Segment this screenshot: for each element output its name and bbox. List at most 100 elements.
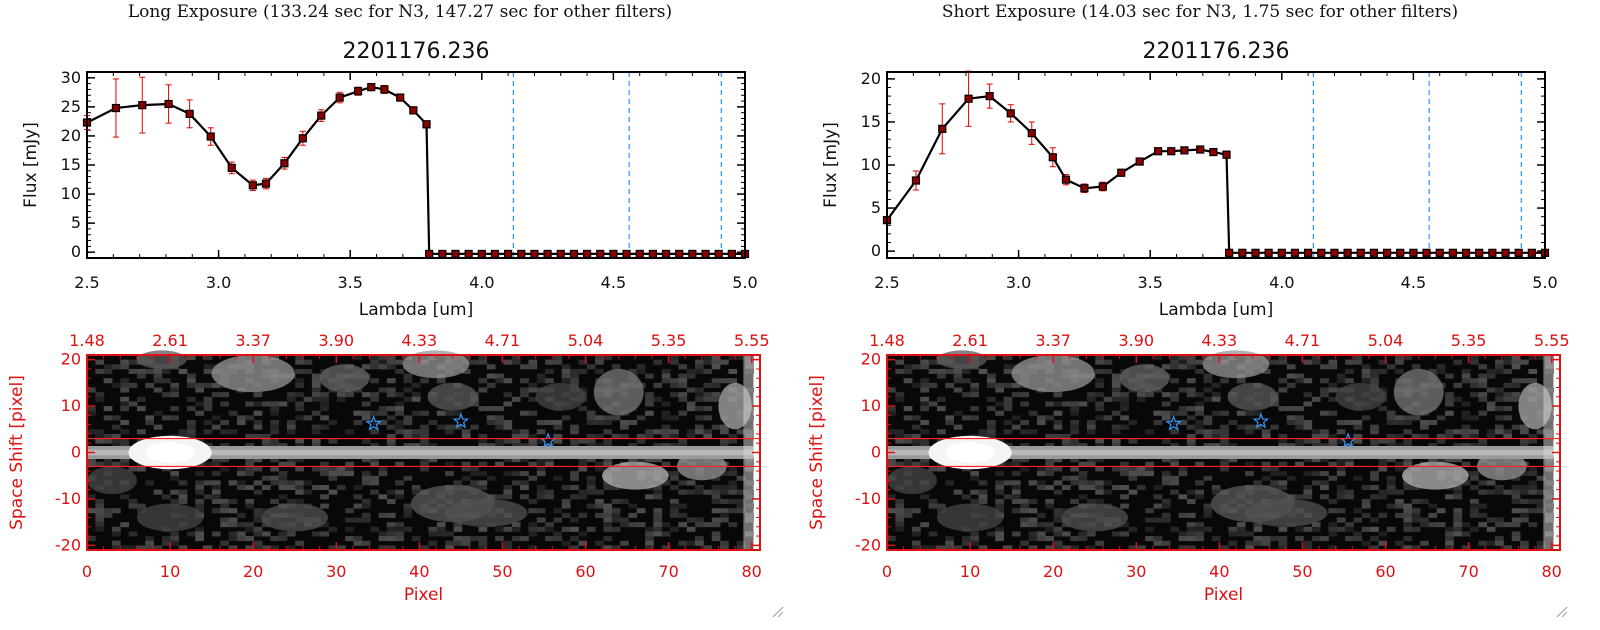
noise-pixel [1111, 378, 1121, 384]
noise-pixel [1528, 355, 1538, 361]
noise-pixel [111, 545, 121, 551]
noise-pixel [1070, 355, 1079, 361]
top-tick-label: 5.04 [1368, 331, 1404, 350]
noise-pixel [361, 471, 371, 477]
noise-pixel [503, 540, 513, 546]
noise-pixel [470, 471, 479, 477]
noise-pixel [1111, 396, 1121, 402]
noise-pixel [1036, 415, 1046, 421]
noise-pixel [103, 438, 113, 444]
noise-pixel [670, 526, 679, 532]
y-tick-label: 20 [61, 350, 81, 369]
noise-pixel [553, 536, 563, 542]
noise-pixel [1053, 480, 1063, 486]
y-tick-label: 10 [61, 184, 81, 203]
noise-pixel [503, 401, 513, 407]
noise-pixel [703, 396, 713, 402]
noise-pixel [236, 466, 246, 472]
noise-pixel [1270, 359, 1279, 365]
noise-pixel [670, 415, 679, 421]
noise-pixel [695, 396, 704, 402]
x-tick-label: 2.5 [74, 273, 99, 292]
noise-pixel [1328, 498, 1338, 504]
noise-pixel [270, 429, 279, 435]
noise-pixel [1245, 410, 1254, 416]
image-blob [427, 382, 478, 411]
noise-pixel [1261, 540, 1271, 546]
noise-pixel [370, 378, 379, 384]
noise-pixel [1153, 540, 1163, 546]
noise-pixel [1128, 489, 1138, 495]
noise-pixel [528, 382, 538, 388]
noise-pixel [695, 364, 704, 370]
flux-point [1048, 153, 1057, 162]
noise-pixel [936, 406, 946, 412]
noise-pixel [595, 355, 604, 361]
noise-pixel [203, 461, 213, 467]
noise-pixel [103, 378, 113, 384]
noise-pixel [1095, 368, 1104, 374]
noise-pixel [153, 424, 163, 430]
noise-pixel [211, 382, 221, 388]
noise-pixel [736, 503, 746, 509]
noise-pixel [553, 438, 563, 444]
left-resize-grip-icon[interactable] [772, 606, 784, 618]
noise-pixel [1011, 461, 1021, 467]
noise-pixel [536, 508, 546, 514]
noise-pixel [570, 545, 579, 551]
right-resize-grip-icon[interactable] [1556, 606, 1568, 618]
flux-point [1225, 248, 1234, 257]
noise-pixel [695, 540, 704, 546]
noise-pixel [1453, 508, 1463, 514]
noise-pixel [253, 392, 263, 398]
noise-pixel [1328, 475, 1338, 481]
noise-pixel [903, 457, 913, 463]
noise-pixel [1328, 545, 1338, 551]
noise-pixel [370, 489, 379, 495]
noise-pixel [887, 494, 896, 500]
noise-pixel [1203, 508, 1213, 514]
noise-pixel [536, 438, 546, 444]
flux-point [622, 249, 631, 259]
noise-pixel [1220, 378, 1229, 384]
noise-pixel [211, 498, 221, 504]
noise-pixel [645, 392, 654, 398]
noise-pixel [228, 498, 238, 504]
noise-pixel [253, 420, 263, 426]
flux-point [938, 124, 947, 133]
noise-pixel [370, 364, 379, 370]
noise-pixel [511, 438, 521, 444]
noise-pixel [95, 522, 105, 528]
noise-pixel [1378, 406, 1388, 412]
noise-pixel [95, 503, 105, 509]
noise-pixel [1220, 466, 1229, 472]
noise-pixel [1511, 489, 1521, 495]
noise-pixel [1178, 359, 1188, 365]
noise-pixel [970, 392, 980, 398]
star-marker-icon [1252, 412, 1270, 429]
noise-pixel [386, 378, 396, 384]
left-spectrum-image: 0 10 20 30 40 50 60 70 801.48 2.61 3.37 3.90 4.33 4.7… [7, 331, 770, 605]
noise-pixel [378, 406, 388, 412]
noise-pixel [111, 364, 121, 370]
noise-pixel [1395, 512, 1404, 518]
noise-pixel [1003, 368, 1013, 374]
noise-pixel [1395, 503, 1404, 509]
noise-pixel [370, 355, 379, 361]
x-tick-label: 20 [243, 562, 263, 581]
noise-pixel [1336, 438, 1346, 444]
flux-point [1196, 145, 1205, 154]
noise-pixel [420, 457, 429, 463]
noise-pixel [670, 382, 679, 388]
noise-pixel [128, 503, 138, 509]
noise-pixel [1253, 410, 1263, 416]
flux-point [464, 249, 473, 259]
y-tick-label: 20 [861, 350, 881, 369]
noise-pixel [903, 406, 913, 412]
noise-pixel [711, 536, 721, 542]
noise-pixel [503, 485, 513, 491]
noise-pixel [1120, 415, 1129, 421]
noise-pixel [278, 471, 288, 477]
noise-pixel [695, 489, 704, 495]
noise-pixel [220, 420, 230, 426]
